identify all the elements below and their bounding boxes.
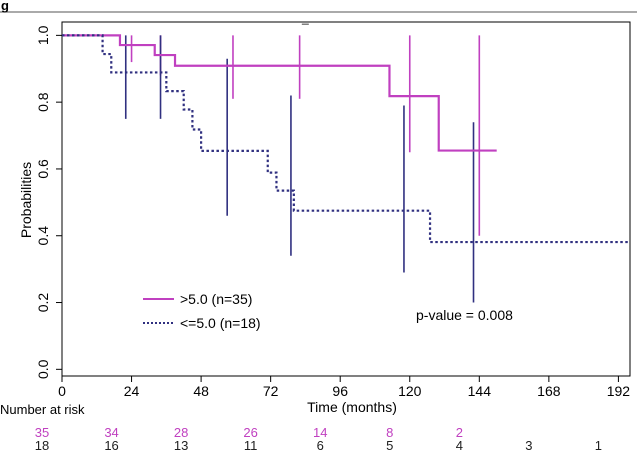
x-tick-label: 96 [332,383,348,399]
y-tick-label: 1.0 [35,25,51,45]
risk-count-row-2: 16 [104,438,118,453]
risk-count-row-1: 26 [243,425,257,440]
y-tick-label: 0.4 [35,226,51,246]
x-tick-label: 192 [607,383,631,399]
header-fragment: g [1,0,9,13]
x-tick-label: 72 [263,383,279,399]
y-axis: 0.0 0.2 0.4 0.6 0.8 1.0 [35,25,62,379]
survival-curve-series-1 [62,34,497,152]
risk-count-row-1: 35 [35,425,49,440]
series-layer [62,34,630,244]
risk-count-row-2: 4 [456,438,463,453]
y-tick-label: 0.0 [35,359,51,379]
plot-frame [61,21,631,377]
risk-count-row-2: 11 [244,438,258,453]
survival-curve-series-2 [62,34,630,244]
risk-count-row-1: 34 [104,425,118,440]
x-tick-label: 0 [58,383,66,399]
risk-table-title: Number at risk [0,402,85,417]
y-tick-label: 0.6 [35,159,51,179]
risk-count-row-2: 5 [386,438,393,453]
risk-count-row-1: 14 [313,425,327,440]
x-axis-label: Time (months) [307,399,397,415]
x-tick-label: 144 [468,383,492,399]
risk-table: 35 34 28 26 14 8 2 18 16 13 11 6 5 4 3 1 [35,425,602,453]
y-tick-label: 0.2 [35,293,51,313]
p-value-annotation: p-value = 0.008 [416,307,513,323]
risk-count-row-2: 6 [317,438,324,453]
x-tick-label: 24 [124,383,140,399]
risk-count-row-1: 28 [174,425,188,440]
risk-count-row-1: 2 [456,425,463,440]
risk-count-row-2: 3 [525,438,532,453]
header-tick: _ [301,11,309,25]
ci-layer [124,35,481,303]
y-axis-label: Probabilities [18,162,34,238]
y-tick-label: 0.8 [35,92,51,112]
risk-count-row-2: 18 [35,438,49,453]
legend: >5.0 (n=35) <=5.0 (n=18) [143,291,261,331]
risk-count-row-2: 1 [595,438,602,453]
legend-label-series-2: <=5.0 (n=18) [180,315,261,331]
x-tick-label: 168 [537,383,561,399]
risk-count-row-1: 8 [386,425,393,440]
x-axis: 0 24 48 72 96 120 144 168 192 [58,376,630,399]
x-tick-label: 120 [398,383,422,399]
legend-label-series-1: >5.0 (n=35) [180,291,252,307]
x-tick-label: 48 [193,383,209,399]
risk-count-row-2: 13 [174,438,188,453]
